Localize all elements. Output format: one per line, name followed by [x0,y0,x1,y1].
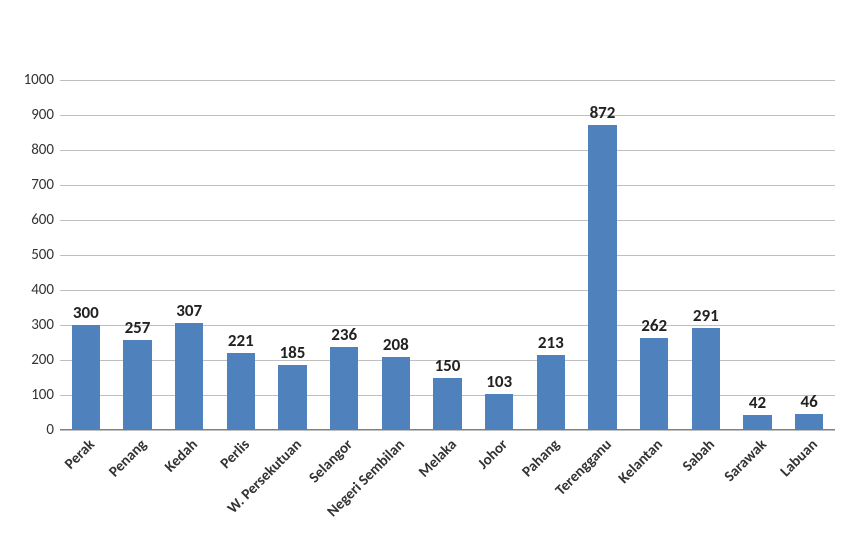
bar-value-label: 300 [73,302,99,323]
bar [485,394,513,430]
bar-value-label: 872 [590,102,616,123]
bar [123,340,151,430]
y-tick-label: 300 [10,316,54,334]
bar-value-label: 46 [801,391,818,412]
bar [433,378,461,431]
y-tick-label: 900 [10,106,54,124]
bar-value-label: 236 [331,324,357,345]
bar [588,125,616,430]
gridline [60,185,835,186]
y-tick-label: 600 [10,211,54,229]
bar-value-label: 262 [641,315,667,336]
y-tick-label: 700 [10,176,54,194]
gridline [60,290,835,291]
gridline [60,430,835,431]
y-tick-label: 0 [10,421,54,439]
gridline [60,150,835,151]
bar [795,414,823,430]
y-tick-label: 400 [10,281,54,299]
bar-chart: 01002003004005006007008009001000300Perak… [0,0,855,540]
y-tick-label: 1000 [10,71,54,89]
bar-value-label: 257 [125,317,151,338]
bar [278,365,306,430]
bar [537,355,565,430]
bar-value-label: 150 [435,355,461,376]
bar [692,328,720,430]
bar-value-label: 291 [693,305,719,326]
bar-value-label: 42 [749,392,766,413]
bar-value-label: 213 [538,332,564,353]
gridline [60,255,835,256]
bar [330,347,358,430]
y-tick-label: 500 [10,246,54,264]
bar-value-label: 307 [176,300,202,321]
gridline [60,80,835,81]
y-tick-label: 200 [10,351,54,369]
bar-value-label: 221 [228,330,254,351]
gridline [60,115,835,116]
bar [382,357,410,430]
bar [175,323,203,430]
bar [72,325,100,430]
y-tick-label: 100 [10,386,54,404]
bar [640,338,668,430]
bar [743,415,771,430]
y-tick-label: 800 [10,141,54,159]
bar-value-label: 185 [280,342,306,363]
bar-value-label: 208 [383,334,409,355]
gridline [60,220,835,221]
bar-value-label: 103 [486,371,512,392]
bar [227,353,255,430]
plot-region [60,80,835,430]
